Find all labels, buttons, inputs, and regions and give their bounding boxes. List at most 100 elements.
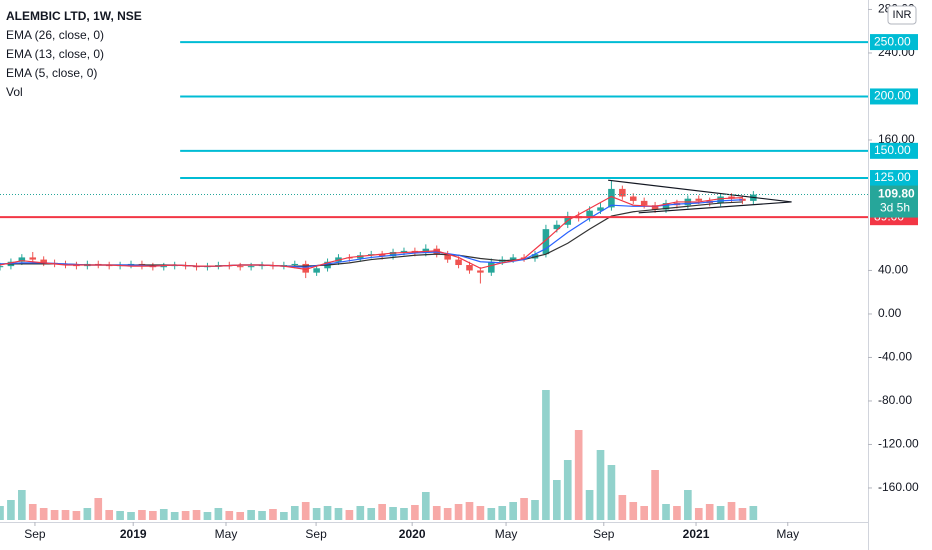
- volume-bar: [476, 506, 485, 520]
- candle-body: [160, 266, 168, 268]
- candle-body: [597, 207, 604, 211]
- volume-bar: [498, 506, 507, 520]
- x-tick-label: 2021: [683, 527, 710, 541]
- trendline: [638, 201, 792, 214]
- volume-bar: [411, 505, 419, 520]
- volume-bar: [247, 510, 255, 520]
- x-tick-label: May: [495, 527, 518, 541]
- volume-bar: [236, 512, 245, 520]
- candle-body: [662, 203, 670, 210]
- volume-bar: [301, 502, 310, 520]
- candle-body: [488, 261, 495, 273]
- candle-body: [389, 251, 397, 257]
- volume-bar: [607, 465, 616, 520]
- volume-bar: [312, 508, 321, 520]
- volume-bar: [465, 502, 474, 520]
- candle-body: [619, 188, 626, 197]
- candle-body: [291, 263, 299, 266]
- volume-bar: [542, 390, 550, 520]
- countdown-label: 3d 5h: [880, 201, 910, 215]
- volume-bar: [83, 508, 92, 520]
- candle-body: [739, 198, 746, 201]
- currency-label: INR: [893, 9, 912, 21]
- last-price-label: 109.80: [878, 187, 915, 201]
- candle-body: [695, 198, 703, 201]
- legend-entry: EMA (13, close, 0): [6, 47, 104, 61]
- candle-body: [236, 266, 244, 268]
- volume-bar: [640, 506, 648, 520]
- volume-bar: [684, 490, 692, 520]
- volume-bar: [225, 511, 234, 520]
- volume-bar: [574, 430, 583, 520]
- volume-bar: [356, 506, 365, 520]
- volume-bar: [323, 506, 332, 520]
- x-tick-label: Sep: [593, 527, 615, 541]
- level-label: 150.00: [874, 143, 911, 157]
- volume-bar: [585, 490, 594, 520]
- volume-bar: [378, 504, 386, 520]
- volume-bar: [563, 460, 572, 520]
- volume-bar: [138, 510, 146, 520]
- volume-bar: [662, 504, 670, 520]
- ema-line: [0, 199, 743, 268]
- candle-body: [466, 265, 473, 271]
- y-tick-label: -40.00: [878, 350, 912, 364]
- volume-bar: [290, 506, 299, 520]
- volume-bar: [618, 495, 627, 520]
- volume-bar: [738, 508, 747, 520]
- volume-bar: [432, 506, 441, 520]
- volume-bar: [629, 502, 638, 520]
- volume-bar: [694, 508, 703, 520]
- volume-bar: [509, 502, 517, 520]
- volume-bar: [269, 509, 277, 520]
- volume-bar: [94, 498, 103, 520]
- volume-bar: [345, 510, 354, 520]
- volume-bar: [159, 509, 168, 520]
- volume-bar: [214, 508, 223, 520]
- volume-bar: [28, 504, 37, 520]
- candle-body: [477, 270, 484, 273]
- volume-bar: [149, 511, 157, 520]
- candle-body: [400, 250, 408, 252]
- volume-bar: [520, 498, 528, 520]
- volume-bar: [7, 500, 15, 520]
- volume-bar: [280, 512, 288, 520]
- x-tick-label: Sep: [305, 527, 327, 541]
- volume-bar: [673, 506, 681, 520]
- volume-bar: [170, 512, 179, 520]
- volume-bar: [487, 508, 496, 520]
- candle-body: [629, 196, 637, 201]
- level-label: 250.00: [874, 34, 911, 48]
- volume-bar: [727, 502, 736, 520]
- candle-body: [651, 205, 659, 210]
- volume-bar: [192, 510, 201, 520]
- volume-bar: [116, 511, 124, 520]
- volume-bar: [596, 450, 605, 520]
- volume-bar: [389, 507, 397, 520]
- volume-bar: [61, 510, 70, 520]
- volume-bar: [443, 508, 452, 520]
- volume-bar: [749, 506, 758, 520]
- level-label-box: [870, 88, 918, 105]
- y-tick-label: 160.00: [878, 132, 915, 146]
- candle-body: [586, 210, 593, 219]
- volume-bar: [0, 506, 4, 520]
- level-label: 125.00: [874, 170, 911, 184]
- volume-bar: [39, 508, 48, 520]
- candle-body: [640, 200, 648, 206]
- candle-body: [542, 229, 550, 255]
- volume-bar: [18, 490, 26, 520]
- volume-bar: [334, 508, 343, 520]
- volume-bar: [716, 506, 725, 520]
- legend-entry: EMA (5, close, 0): [6, 66, 97, 80]
- y-tick-label: -120.00: [878, 437, 919, 451]
- volume-bar: [203, 512, 212, 520]
- candle-body: [29, 257, 37, 260]
- x-tick-label: 2020: [399, 527, 426, 541]
- y-tick-label: 40.00: [878, 263, 908, 277]
- y-tick-label: -80.00: [878, 393, 912, 407]
- currency-box: [887, 5, 917, 25]
- level-label-box: [870, 170, 918, 187]
- candle-body: [247, 266, 255, 268]
- x-tick-label: May: [776, 527, 799, 541]
